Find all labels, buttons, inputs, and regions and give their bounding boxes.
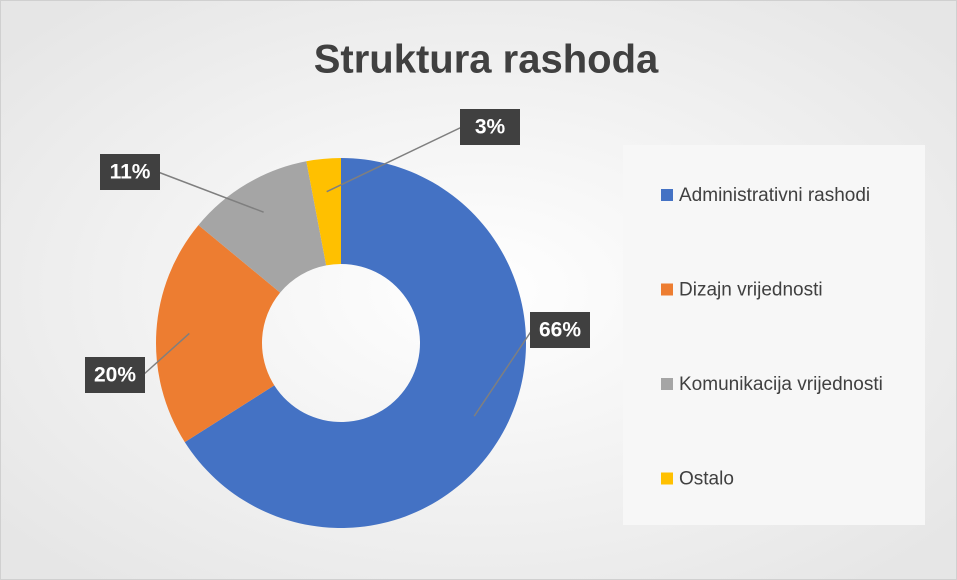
legend-label: Dizajn vrijednosti: [679, 280, 823, 301]
data-label: 20%: [94, 364, 136, 387]
leader-line: [326, 126, 463, 193]
legend-label: Administrativni rashodi: [679, 185, 870, 206]
chart-title: Struktura rashoda: [314, 38, 659, 82]
legend-swatch: [661, 472, 673, 485]
legend-swatch: [661, 283, 673, 296]
leader-line: [157, 171, 264, 213]
data-label-box: [460, 109, 520, 145]
leader-line: [142, 332, 190, 376]
donut-slice: [198, 161, 327, 293]
legend-box: [623, 145, 925, 525]
legend-label: Komunikacija vrijednosti: [679, 374, 883, 395]
donut-slice: [184, 158, 527, 529]
legend-label: Ostalo: [679, 469, 734, 490]
legend-swatch: [661, 189, 673, 201]
leader-line: [473, 329, 533, 417]
data-label: 3%: [475, 116, 506, 139]
donut-slice: [306, 158, 341, 266]
data-label-box: [530, 312, 590, 348]
data-label: 66%: [539, 319, 581, 342]
data-label: 11%: [110, 161, 151, 184]
legend-swatch: [661, 378, 673, 390]
data-label-box: [100, 154, 160, 190]
data-label-box: [85, 357, 145, 393]
donut-slice: [155, 225, 281, 443]
